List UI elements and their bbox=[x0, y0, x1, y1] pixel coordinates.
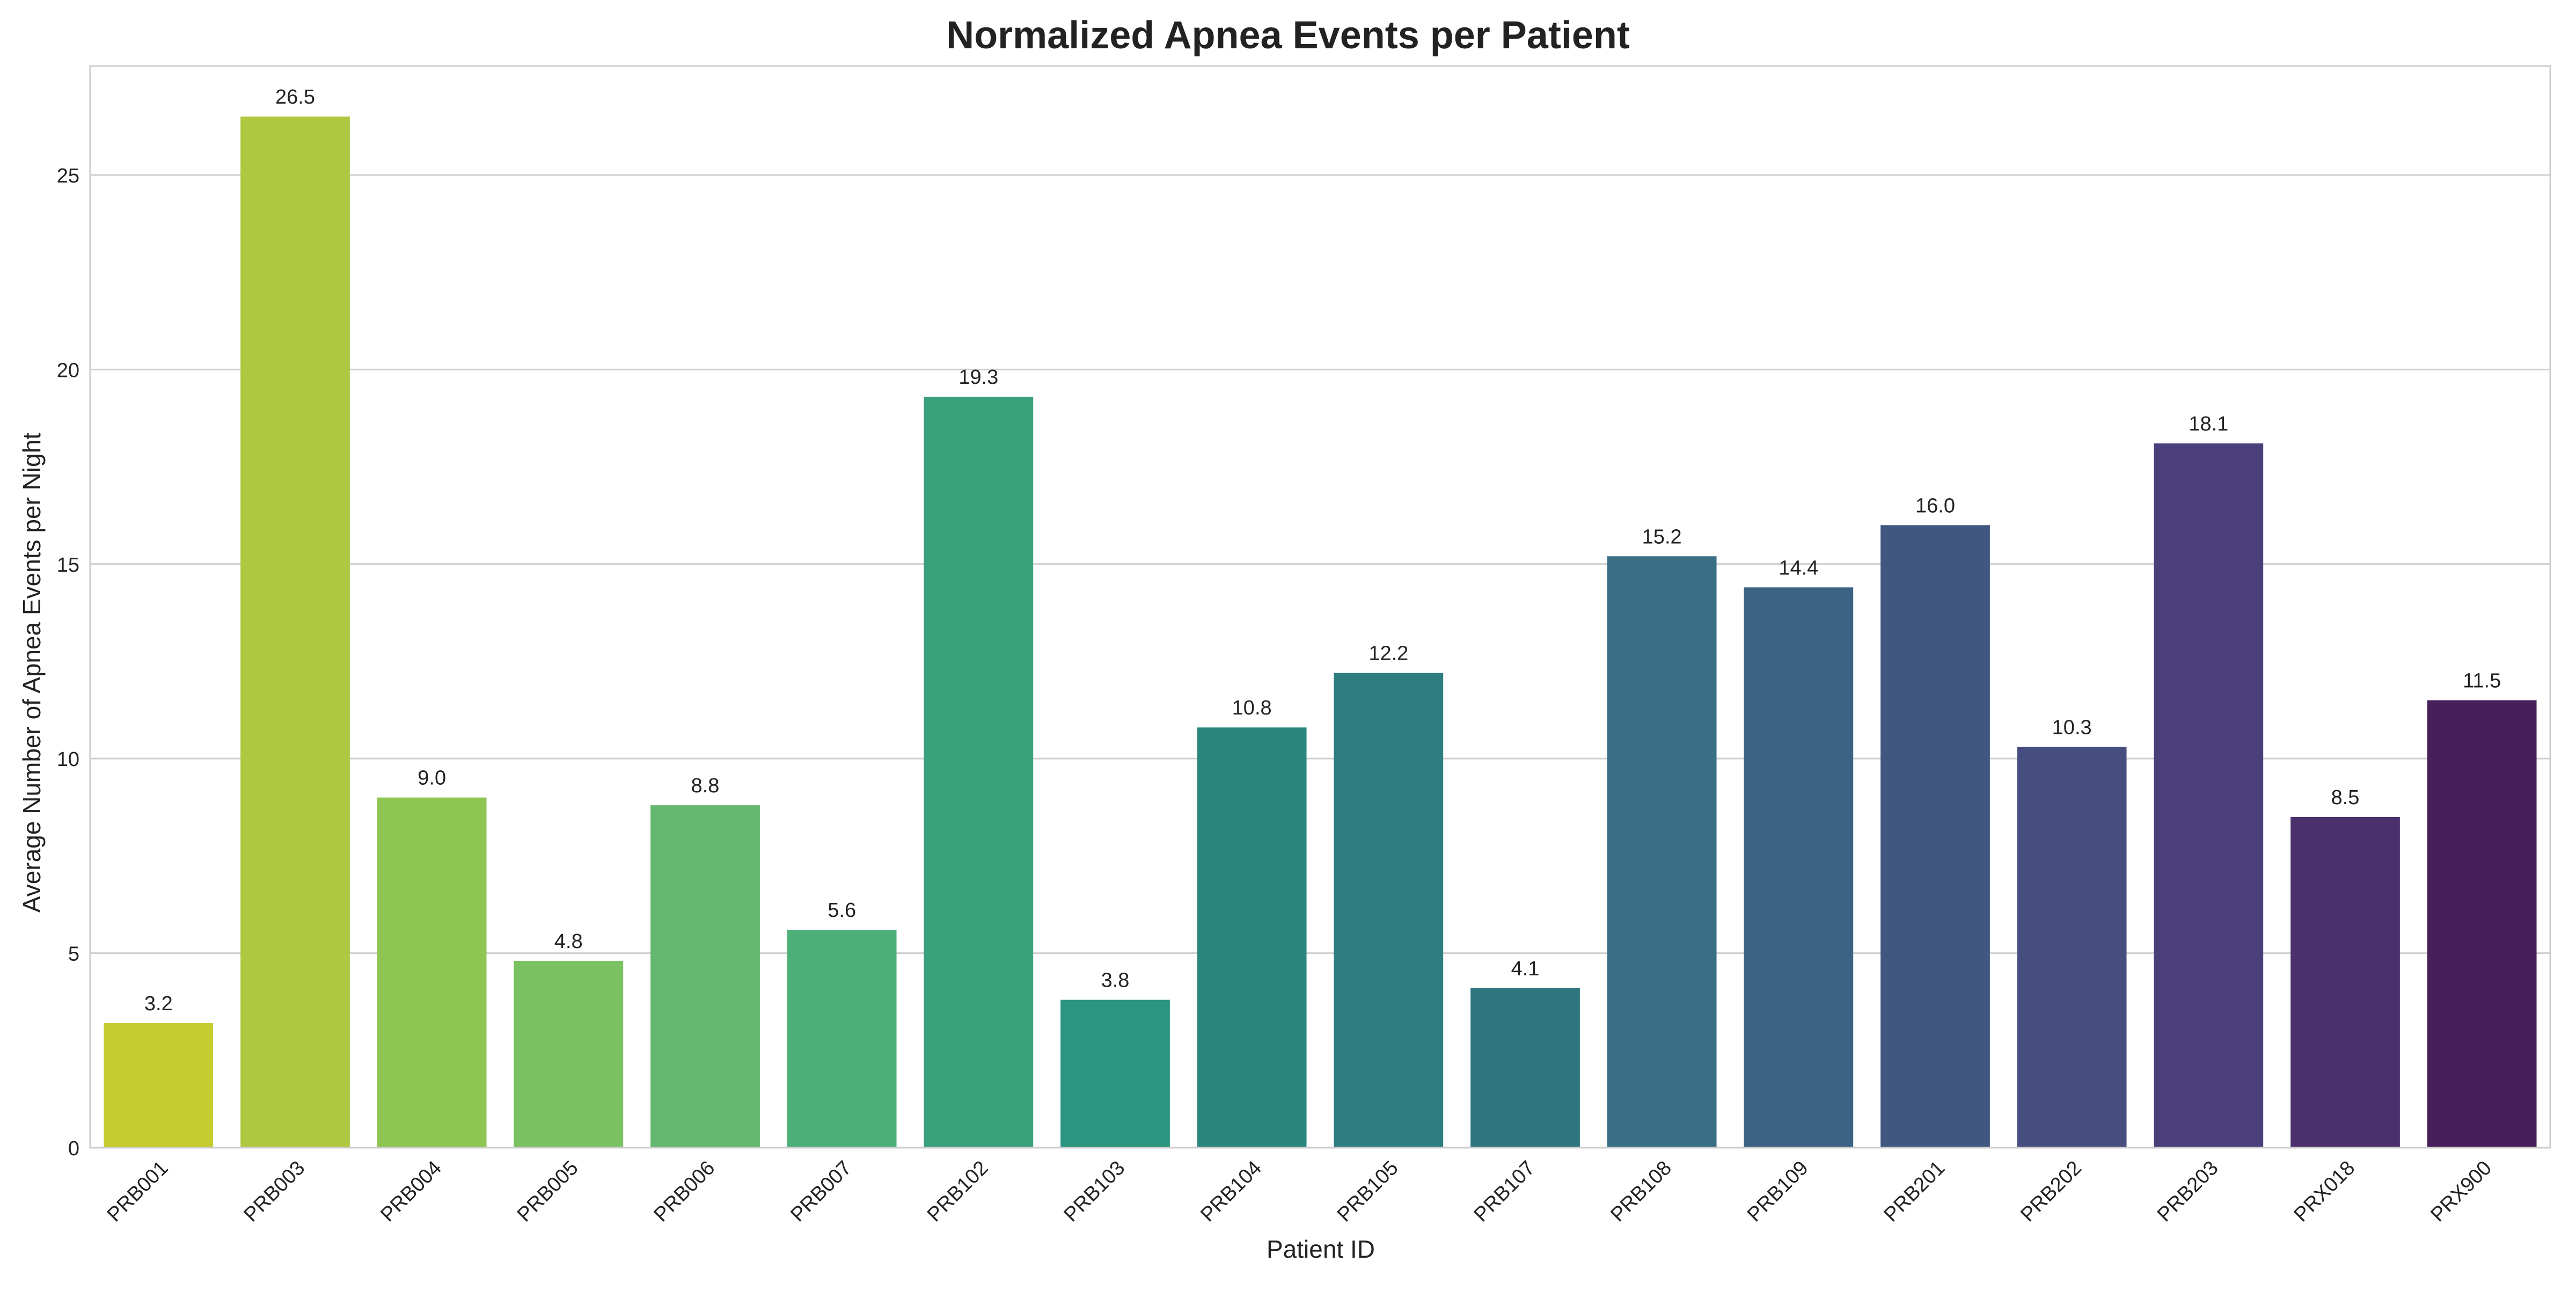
x-axis-label: Patient ID bbox=[1267, 1235, 1375, 1263]
bar-prb202 bbox=[2017, 747, 2127, 1148]
bar-value-label: 3.2 bbox=[144, 993, 173, 1015]
bar-prx900 bbox=[2427, 700, 2537, 1148]
bar-prb004 bbox=[377, 797, 487, 1148]
y-tick-label: 10 bbox=[57, 748, 79, 771]
bar-value-label: 12.2 bbox=[1368, 643, 1408, 665]
bar-value-label: 5.6 bbox=[828, 899, 856, 922]
y-tick-label: 25 bbox=[57, 165, 79, 187]
bar-value-label: 4.1 bbox=[1511, 958, 1540, 980]
bar-value-label: 15.2 bbox=[1642, 526, 1682, 548]
bar-value-label: 8.5 bbox=[2331, 786, 2360, 809]
bar-prb005 bbox=[514, 961, 624, 1148]
bar-value-label: 19.3 bbox=[958, 366, 998, 389]
bar-prb003 bbox=[240, 116, 350, 1148]
bar-prb001 bbox=[104, 1023, 214, 1148]
chart-title: Normalized Apnea Events per Patient bbox=[946, 14, 1630, 57]
bar-value-label: 10.8 bbox=[1232, 697, 1272, 719]
bar-value-label: 9.0 bbox=[418, 767, 446, 790]
bar-value-label: 3.8 bbox=[1101, 969, 1130, 992]
bar-prb007 bbox=[787, 930, 897, 1148]
bar-prb107 bbox=[1470, 988, 1580, 1148]
bar-prb201 bbox=[1880, 525, 1990, 1148]
y-tick-label: 15 bbox=[57, 554, 79, 577]
bar-value-label: 8.8 bbox=[691, 775, 720, 797]
bar-prb006 bbox=[650, 805, 760, 1148]
y-tick-label: 0 bbox=[68, 1137, 79, 1160]
bar-value-label: 18.1 bbox=[2189, 413, 2228, 435]
y-tick-label: 5 bbox=[68, 943, 79, 966]
bar-prb105 bbox=[1334, 673, 1444, 1148]
bar-value-label: 16.0 bbox=[1915, 494, 1955, 517]
y-tick-label: 20 bbox=[57, 359, 79, 382]
y-axis-label: Average Number of Apnea Events per Night bbox=[18, 433, 46, 913]
bar-value-labels: 3.2 26.5 9.0 4.8 8.8 5.6 19.3 3.8 10.8 12.2 4.1 15.… bbox=[144, 86, 2501, 1015]
bar-prb203 bbox=[2154, 443, 2264, 1148]
bar-prb108 bbox=[1607, 556, 1717, 1148]
bar-value-label: 4.8 bbox=[554, 930, 583, 953]
y-axis-ticks: 0 5 10 15 20 25 bbox=[57, 165, 79, 1160]
plot-frame bbox=[89, 65, 2551, 1149]
bar-prb103 bbox=[1060, 1000, 1170, 1148]
bar-prb109 bbox=[1744, 587, 1854, 1148]
bar-prb104 bbox=[1197, 727, 1307, 1148]
bar-prx018 bbox=[2290, 816, 2400, 1148]
bar-value-label: 10.3 bbox=[2052, 716, 2092, 739]
bar-value-label: 14.4 bbox=[1779, 557, 1818, 579]
bar-value-label: 11.5 bbox=[2463, 669, 2501, 692]
bar-prb102 bbox=[924, 397, 1034, 1148]
bar-value-label: 26.5 bbox=[275, 86, 315, 108]
bars bbox=[104, 116, 2537, 1148]
